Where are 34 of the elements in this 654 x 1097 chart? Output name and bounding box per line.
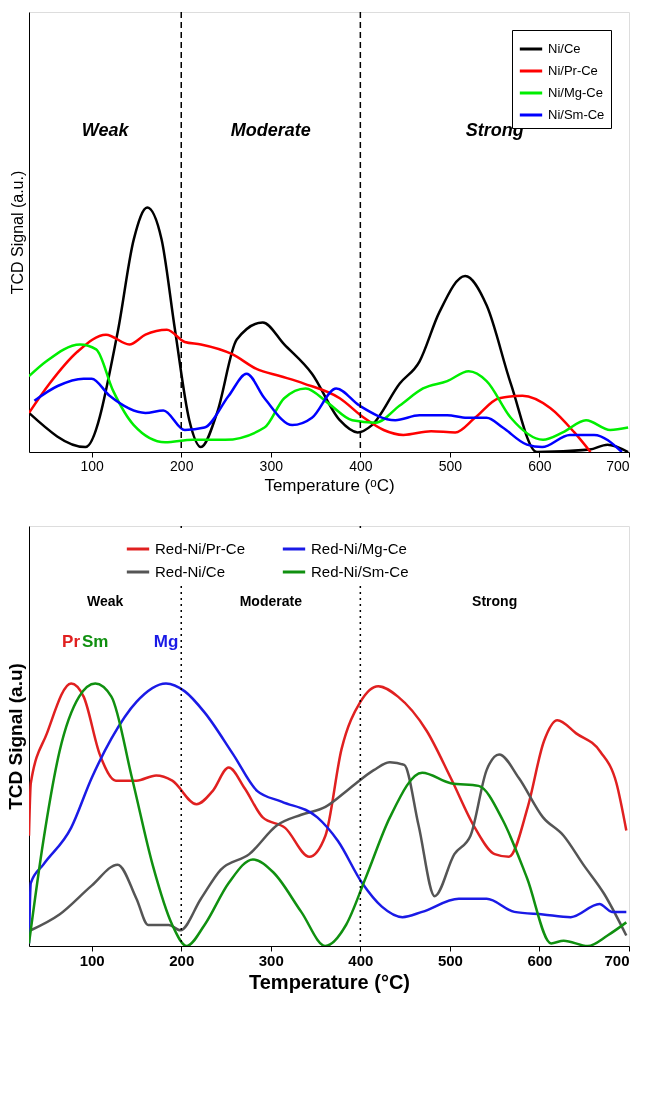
x-tick-label: 500 — [437, 951, 463, 969]
x-tick-label: 700 — [604, 951, 630, 969]
text: Strong — [472, 592, 518, 609]
legend-label: Red-Ni/Ce — [155, 563, 226, 580]
x-tick-label: 400 — [349, 457, 373, 474]
annotation: Mg — [153, 631, 179, 651]
legend-label: Ni/Sm-Ce — [548, 107, 605, 122]
legend-label: Ni/Mg-Ce — [548, 85, 603, 100]
text: Moderate — [239, 592, 303, 609]
legend-label: Red-Ni/Mg-Ce — [311, 540, 407, 557]
text: Weak — [86, 592, 124, 609]
annotation: Pr — [62, 631, 81, 651]
x-tick-label: 200 — [169, 951, 195, 969]
annotation: Sm — [82, 631, 109, 651]
x-tick-label: 300 — [258, 951, 284, 969]
text: Moderate — [230, 119, 311, 140]
y-axis-title: TCD Signal (a.u.) — [8, 170, 26, 295]
legend-label: Red-Ni/Sm-Ce — [311, 563, 409, 580]
x-tick-label: 600 — [528, 457, 552, 474]
x-tick-label: 200 — [170, 457, 194, 474]
y-axis-title: TCD Signal (a.u) — [4, 663, 26, 810]
x-tick-label: 400 — [348, 951, 374, 969]
x-tick-label: 600 — [527, 951, 553, 969]
legend-label: Red-Ni/Pr-Ce — [155, 540, 246, 557]
x-tick-label: 100 — [80, 457, 105, 474]
legend-label: Ni/Pr-Ce — [548, 63, 598, 78]
x-tick-label: 300 — [259, 457, 284, 474]
x-tick-label: 700 — [606, 457, 630, 474]
x-tick-label: 100 — [79, 951, 105, 969]
x-axis-title: Temperature (ᵒC) — [264, 475, 395, 495]
x-axis-title: Temperature (°C) — [249, 970, 410, 993]
legend-label: Ni/Ce — [548, 41, 581, 56]
text: Weak — [81, 119, 130, 140]
x-tick-label: 500 — [438, 457, 463, 474]
